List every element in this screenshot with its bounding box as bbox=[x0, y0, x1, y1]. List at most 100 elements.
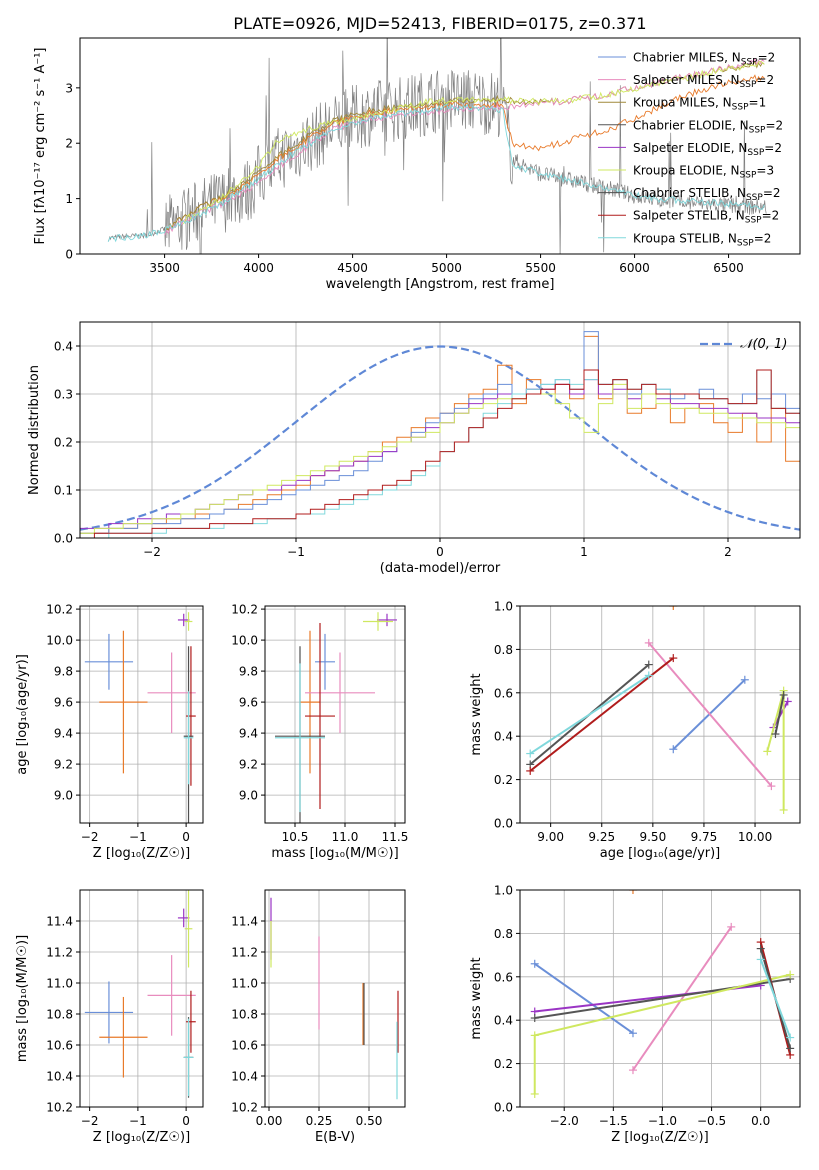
y-tick-label: 11.2 bbox=[46, 946, 73, 960]
data-point bbox=[183, 691, 194, 785]
histogram-5 bbox=[80, 369, 800, 538]
series-line bbox=[774, 694, 785, 735]
x-tick-label: 3500 bbox=[149, 261, 180, 275]
y-tick-label: 10.8 bbox=[46, 1008, 73, 1022]
legend-entry-tail: =2 bbox=[764, 141, 782, 155]
y-axis-label: mass weight bbox=[469, 957, 484, 1039]
legend-entry-base: Kroupa ELODIE, N bbox=[633, 164, 740, 178]
legend-entry-tail: =2 bbox=[762, 209, 780, 223]
y-tick-label: 0.4 bbox=[54, 340, 73, 354]
legend-entry: Kroupa ELODIE, NSSP=3 bbox=[633, 164, 774, 181]
legend-entry: Salpeter MILES, NSSP=2 bbox=[633, 73, 774, 90]
y-tick-label: 10.2 bbox=[46, 603, 73, 617]
histogram-3 bbox=[80, 383, 800, 534]
legend-entry-tail: =2 bbox=[763, 186, 781, 200]
x-tick-label: −2.0 bbox=[550, 1114, 579, 1128]
data-point bbox=[184, 890, 193, 968]
legend-entry-sub: SSP bbox=[737, 238, 754, 248]
y-tick-label: 10.2 bbox=[46, 1101, 73, 1115]
plot-area-spectrum bbox=[107, 38, 767, 254]
data-point bbox=[300, 630, 320, 774]
series-line bbox=[759, 959, 792, 1038]
legend-entry-tail: =2 bbox=[765, 118, 783, 132]
y-tick-label: 10.6 bbox=[46, 1039, 73, 1053]
x-tick-label: 0.25 bbox=[306, 1114, 333, 1128]
data-point bbox=[177, 613, 190, 627]
y-tick-label: 0.0 bbox=[494, 1101, 513, 1115]
x-tick-label: −1 bbox=[129, 830, 147, 844]
data-point bbox=[377, 613, 397, 627]
data-point bbox=[184, 612, 193, 631]
data-point bbox=[147, 955, 196, 1036]
panel-mass-vs-Z: −2 −1 0 10.2 10.4 10.6 10.8 11.0 11.2 11.4 Z [log₁… bbox=[15, 889, 204, 1145]
plot-area-weight-vs-Z bbox=[530, 890, 795, 1098]
x-tick-label: −1 bbox=[129, 1114, 147, 1128]
panel-age-vs-Z: −2 −1 0 9.0 9.2 9.4 9.6 9.8 10.0 10.2 Z [log₁₀(Z/Z… bbox=[15, 603, 204, 861]
y-tick-label: 9.8 bbox=[54, 665, 73, 679]
y-tick-label: 11.0 bbox=[46, 977, 73, 991]
y-axis-label: age [log₁₀(age/yr)] bbox=[15, 654, 30, 775]
x-tick-label: 6000 bbox=[619, 261, 650, 275]
x-tick-label: 4000 bbox=[243, 261, 274, 275]
y-tick-label: 0 bbox=[65, 248, 73, 262]
y-tick-label: 0.8 bbox=[494, 927, 513, 941]
legend-entry-tail: =1 bbox=[749, 96, 767, 110]
y-axis-label: mass [log₁₀(M/M☉)] bbox=[15, 935, 30, 1062]
x-axis-label: Z [log₁₀(Z/Z☉)] bbox=[93, 846, 190, 861]
x-tick-label: −1.0 bbox=[648, 1114, 677, 1128]
data-point bbox=[186, 646, 196, 786]
y-tick-label: 0.4 bbox=[494, 1014, 513, 1028]
y-tick-label: 9.0 bbox=[239, 789, 258, 803]
y-tick-label: 1.0 bbox=[494, 600, 513, 614]
plot-area-weight-vs-age bbox=[526, 606, 792, 814]
y-tick-label: 0.8 bbox=[494, 643, 513, 657]
data-point bbox=[275, 663, 325, 813]
legend-entry-sub: SSP bbox=[745, 216, 762, 226]
legend-entry: Chabrier ELODIE, NSSP=2 bbox=[633, 118, 783, 135]
data-point bbox=[305, 623, 335, 810]
data-point bbox=[363, 612, 393, 631]
x-tick-label: 0.0 bbox=[751, 1114, 770, 1128]
x-tick-label: 11.5 bbox=[382, 830, 409, 844]
y-tick-label: 9.4 bbox=[54, 727, 73, 741]
data-point bbox=[84, 633, 134, 690]
y-axis-label: Flux [fλ10⁻¹⁷ erg cm⁻² s⁻¹ A⁻¹] bbox=[33, 48, 48, 245]
axes-frame bbox=[79, 37, 801, 255]
x-tick-label: 0 bbox=[436, 545, 444, 559]
x-tick-label: 10.5 bbox=[282, 830, 309, 844]
y-axis-label: Normed distribution bbox=[27, 365, 42, 495]
legend-entry-tail: =3 bbox=[756, 164, 774, 178]
x-tick-label: 5500 bbox=[525, 261, 556, 275]
model-kroupa-elodie bbox=[183, 61, 765, 225]
x-tick-label: 1 bbox=[580, 545, 588, 559]
legend-entry-base: Salpeter MILES, N bbox=[633, 73, 740, 87]
legend: 𝒩(0, 1) bbox=[700, 337, 787, 352]
data-point bbox=[99, 630, 148, 774]
y-tick-label: 10.0 bbox=[46, 634, 73, 648]
legend-entry-sub: SSP bbox=[741, 58, 758, 68]
y-tick-label: 9.6 bbox=[239, 696, 258, 710]
x-tick-label: −2 bbox=[81, 830, 99, 844]
y-tick-label: 0.2 bbox=[494, 773, 513, 787]
y-tick-label: 9.8 bbox=[239, 665, 258, 679]
legend-entry-sub: SSP bbox=[740, 80, 757, 90]
y-tick-label: 0.2 bbox=[494, 1057, 513, 1071]
y-tick-label: 9.2 bbox=[239, 758, 258, 772]
legend-entry-tail: =2 bbox=[754, 231, 772, 245]
y-tick-label: 10.8 bbox=[231, 1008, 258, 1022]
y-tick-label: 11.2 bbox=[231, 946, 258, 960]
x-tick-label: 10.00 bbox=[738, 830, 772, 844]
legend-entry-base: Chabrier MILES, N bbox=[633, 51, 741, 65]
legend-entry-tail: =2 bbox=[758, 51, 776, 65]
x-tick-label: −2 bbox=[143, 545, 161, 559]
plot-area-mass-vs-EBV bbox=[270, 897, 399, 1100]
x-axis-label: Z [log₁₀(Z/Z☉)] bbox=[611, 1130, 708, 1145]
series-line bbox=[534, 962, 634, 1035]
legend-entry: Salpeter ELODIE, NSSP=2 bbox=[633, 141, 782, 158]
legend-entry-tail: =2 bbox=[756, 73, 774, 87]
legend-entry-sub: SSP bbox=[746, 193, 763, 203]
x-tick-label: 0 bbox=[182, 830, 190, 844]
legend-entry-sub: SSP bbox=[749, 125, 766, 135]
